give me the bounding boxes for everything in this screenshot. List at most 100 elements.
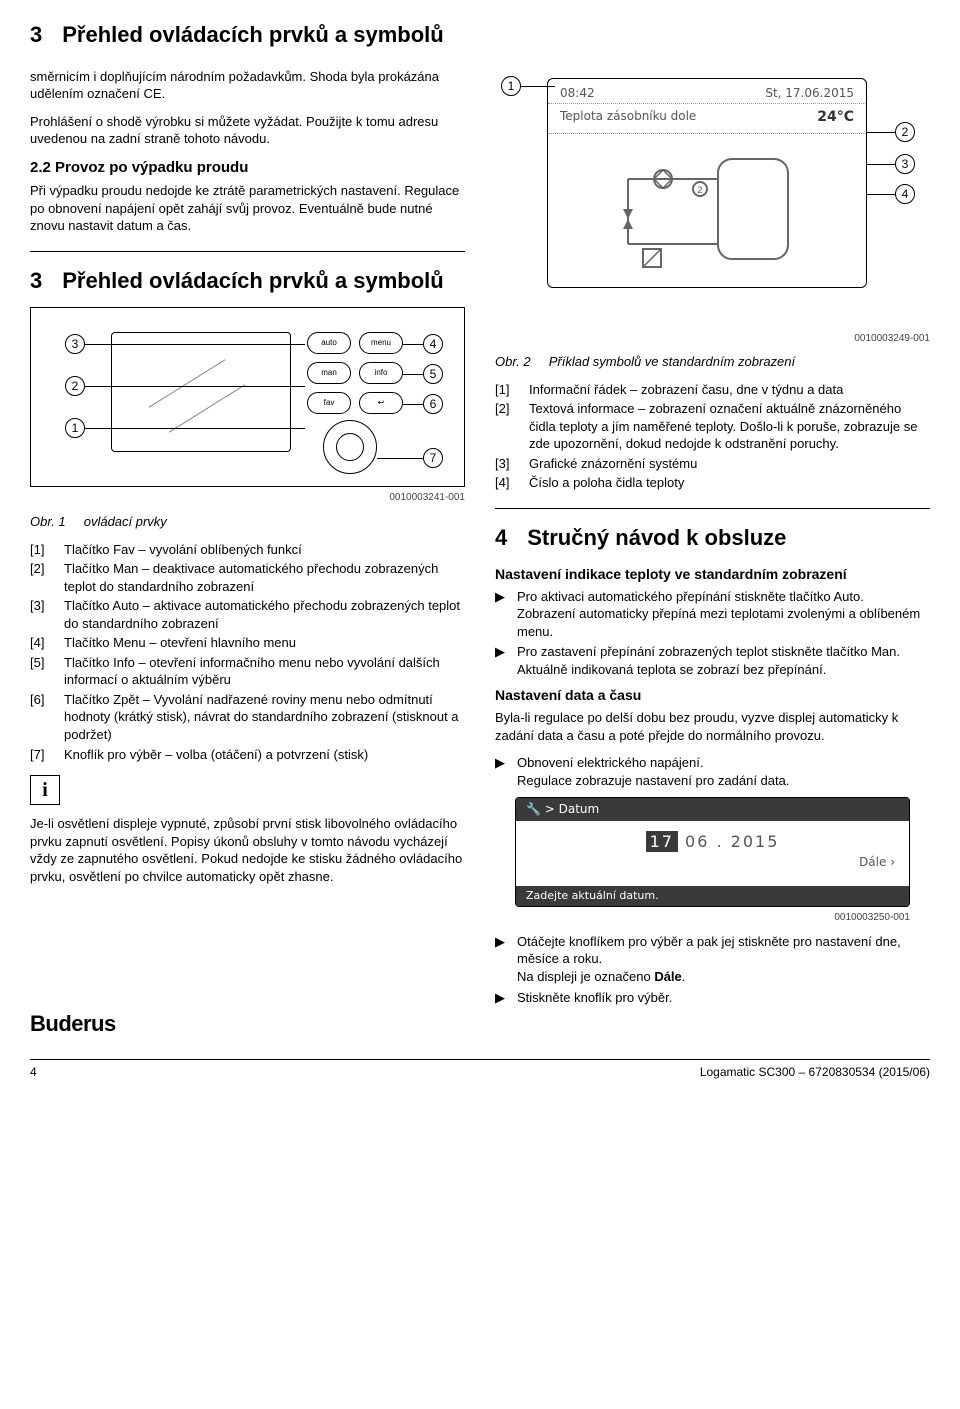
btn-auto: auto	[307, 332, 351, 354]
list-item: ▶ Pro aktivaci automatického přepínání s…	[495, 588, 930, 641]
section3-heading: 3 Přehled ovládacích prvků a symbolů	[30, 266, 465, 296]
ref-item: [6]Tlačítko Zpět – Vyvolání nadřazené ro…	[30, 691, 465, 744]
s3-num: 3	[30, 266, 42, 296]
lead-line	[521, 86, 555, 87]
ref-text: Knoflík pro výběr – volba (otáčení) a po…	[64, 746, 368, 764]
lcd-info-row: Teplota zásobníku dole 24°C	[548, 104, 866, 134]
arrow-icon: ▶	[495, 933, 509, 986]
lead-line	[867, 194, 895, 195]
s4-num: 4	[495, 523, 507, 553]
header-title: Přehled ovládacích prvků a symbolů	[62, 20, 443, 50]
figure-id-2: 0010003249-001	[495, 332, 930, 346]
ref-key: [3]	[495, 455, 521, 473]
ref-item: [1] Tlačítko Fav – vyvolání oblíbených fu…	[30, 541, 465, 559]
btn-back: ↩	[359, 392, 403, 414]
figure-id-3: 0010003250-001	[495, 911, 910, 925]
lcd-label: Teplota zásobníku dole	[560, 108, 696, 127]
callout-1: 1	[65, 418, 85, 438]
ref-key: [1]	[30, 541, 56, 559]
bullet-list: ▶ Otáčejte knoflíkem pro výběr a pak jej…	[495, 933, 930, 1006]
intro-p2: Prohlášení o shodě výrobku si můžete vyž…	[30, 113, 465, 148]
separator	[495, 508, 930, 509]
ref-key: [7]	[30, 746, 56, 764]
figure-id-1: 0010003241-001	[30, 491, 465, 505]
ref-item: [4] Číslo a poloha čidla teploty	[495, 474, 930, 492]
ref-key: [3]	[30, 597, 56, 632]
left-column: směrnicím i doplňujícím národním požadav…	[30, 68, 465, 1009]
s3-title: Přehled ovládacích prvků a symbolů	[62, 266, 443, 296]
page-header: 3 Přehled ovládacích prvků a symbolů	[30, 20, 930, 50]
ref-item: [7] Knoflík pro výběr – volba (otáčení) a…	[30, 746, 465, 764]
d2-callout-4: 4	[895, 184, 915, 204]
figure-caption-1: Obr. 1 ovládací prvky	[30, 513, 465, 531]
s4-title: Stručný návod k obsluze	[527, 523, 786, 553]
brand-logo: Buderus	[30, 1009, 930, 1039]
ref-text: Informační řádek – zobrazení času, dne v…	[529, 381, 843, 399]
d3-date: 17 06 . 2015	[516, 831, 909, 853]
arrow-icon: ▶	[495, 989, 509, 1007]
list-item: ▶ Otáčejte knoflíkem pro výběr a pak jej…	[495, 933, 930, 986]
callout-5: 5	[423, 364, 443, 384]
callout-7: 7	[423, 448, 443, 468]
fig1-label: Obr. 1	[30, 514, 66, 529]
doc-id: Logamatic SC300 – 6720830534 (2015/06)	[700, 1064, 930, 1080]
header-number: 3	[30, 20, 42, 50]
bullet-list: ▶ Obnovení elektrického napájení. Regula…	[495, 754, 930, 789]
ref-text: Grafické znázornění systému	[529, 455, 697, 473]
bullet-sub: Zobrazení automaticky přepíná mezi teplo…	[517, 606, 920, 639]
lead-line	[403, 344, 423, 345]
bullet-list: ▶ Pro aktivaci automatického přepínání s…	[495, 588, 930, 679]
diagram-display: 08:42 St, 17.06.2015 Teplota zásobníku d…	[495, 68, 930, 328]
ref-text: Číslo a poloha čidla teploty	[529, 474, 684, 492]
callout-3: 3	[65, 334, 85, 354]
s4-sub2: Nastavení data a času	[495, 686, 930, 705]
lead-line	[85, 386, 305, 387]
info-text: Je-li osvětlení displeje vypnuté, způsob…	[30, 815, 465, 885]
ref-text: Textová informace – zobrazení označení a…	[529, 400, 930, 453]
arrow-icon: ▶	[495, 588, 509, 641]
lcd-screen	[111, 332, 291, 452]
ref-key: [4]	[495, 474, 521, 492]
bullet-sub: Regulace zobrazuje nastavení pro zadání …	[517, 773, 789, 788]
callout-4: 4	[423, 334, 443, 354]
btn-info: info	[359, 362, 403, 384]
lead-line	[403, 374, 423, 375]
ref-text: Tlačítko Fav – vyvolání oblíbených funkc…	[64, 541, 302, 559]
footer-logo-block: Buderus	[30, 1009, 930, 1039]
btn-menu: menu	[359, 332, 403, 354]
d3-next: Dále ›	[859, 854, 895, 870]
ref-key: [5]	[30, 654, 56, 689]
ref-item: [5] Tlačítko Info – otevření informačního…	[30, 654, 465, 689]
btn-man: man	[307, 362, 351, 384]
bullet-sub: Na displeji je označeno Dále.	[517, 969, 685, 984]
intro-p1: směrnicím i doplňujícím národním požadav…	[30, 68, 465, 103]
diagram-controller: auto menu man info fav ↩ 1 2 3 4 5 6 7	[30, 307, 465, 487]
bullet-text: Stiskněte knoflík pro výběr.	[517, 989, 672, 1007]
figure-caption-2: Obr. 2 Příklad symbolů ve standardním zo…	[495, 353, 930, 371]
lead-line	[377, 458, 423, 459]
d2-callout-1: 1	[501, 76, 521, 96]
arrow-icon: ▶	[495, 643, 509, 678]
separator	[30, 251, 465, 252]
list-item: ▶ Pro zastavení přepínání zobrazených te…	[495, 643, 930, 678]
diagram-date-entry: 🔧 > Datum 17 06 . 2015 Dále › Zadejte ak…	[515, 797, 910, 907]
lcd-date: St, 17.06.2015	[765, 85, 854, 101]
d3-topbar: 🔧 > Datum	[516, 798, 909, 820]
ref-item: [3] Tlačítko Auto – aktivace automatickéh…	[30, 597, 465, 632]
callout-2: 2	[65, 376, 85, 396]
callout-6: 6	[423, 394, 443, 414]
ref-text: Tlačítko Info – otevření informačního me…	[64, 654, 465, 689]
bullet-text: Otáčejte knoflíkem pro výběr a pak jej s…	[517, 934, 901, 967]
lcd-top-row: 08:42 St, 17.06.2015	[548, 79, 866, 104]
system-schematic-icon: 2	[568, 149, 848, 274]
bullet-text: Pro zastavení přepínání zobrazených tepl…	[517, 644, 900, 659]
ref-text: Tlačítko Auto – aktivace automatického p…	[64, 597, 465, 632]
lead-line	[85, 428, 305, 429]
s4-sub1: Nastavení indikace teploty ve standardní…	[495, 565, 930, 584]
page-number: 4	[30, 1064, 37, 1080]
d3-bottombar: Zadejte aktuální datum.	[516, 886, 909, 907]
ref-text: Tlačítko Menu – otevření hlavního menu	[64, 634, 296, 652]
lcd-temp: 24°C	[817, 108, 854, 127]
svg-text:2: 2	[697, 186, 703, 196]
d3-day: 17	[646, 831, 678, 852]
